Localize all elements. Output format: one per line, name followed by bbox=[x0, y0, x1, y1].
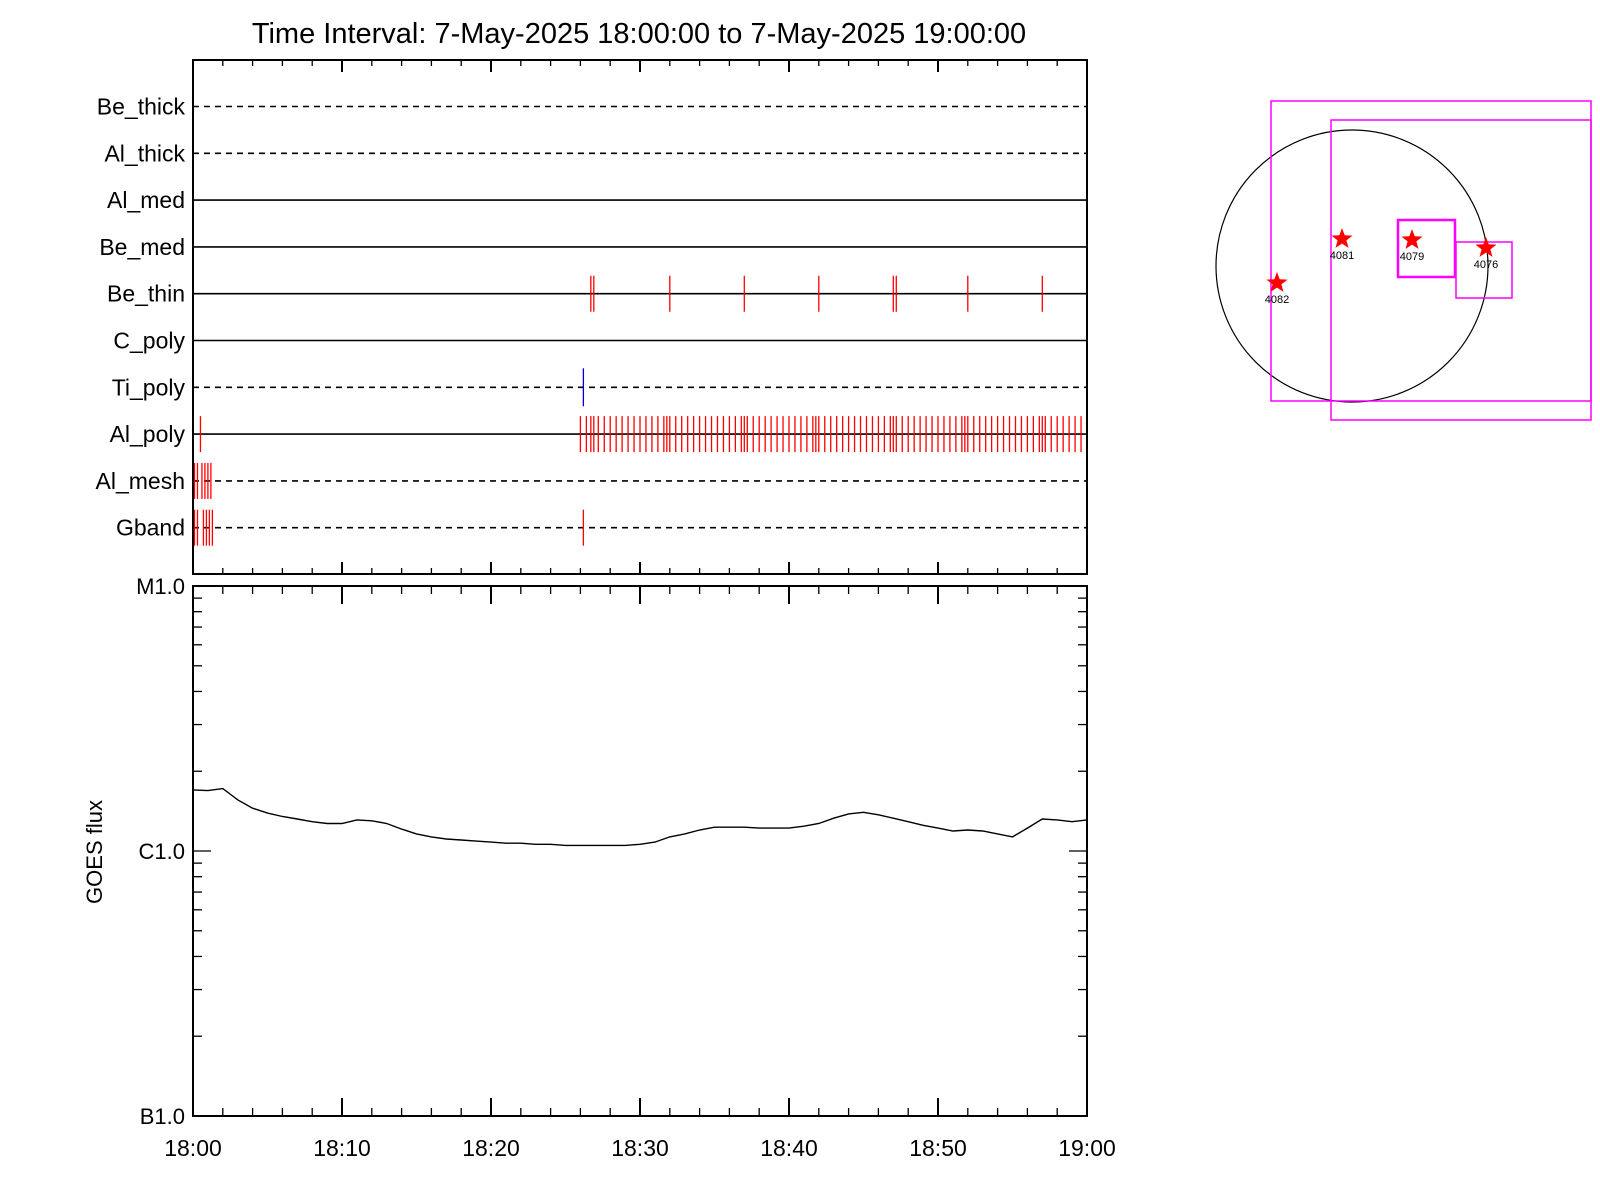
fov-box-4076 bbox=[1455, 241, 1513, 299]
active-region-label: 4079 bbox=[1400, 251, 1424, 263]
y-tick-label: C1.0 bbox=[139, 839, 185, 864]
raster-row-label: Al_thick bbox=[104, 140, 185, 166]
active-region-star bbox=[1266, 272, 1288, 292]
y-tick-label: B1.0 bbox=[140, 1104, 185, 1129]
x-tick-label: 18:10 bbox=[313, 1135, 371, 1161]
raster-row-label: Al_poly bbox=[110, 421, 186, 447]
fov-box-4079 bbox=[1396, 218, 1457, 279]
raster-row-label: Be_thick bbox=[97, 94, 186, 120]
x-tick-label: 18:40 bbox=[760, 1135, 818, 1161]
event-raster-panel: Be_thick Al_thick Al_med Be_med Be_thin C_pol… bbox=[96, 59, 1088, 575]
active-region-label: 4081 bbox=[1330, 250, 1354, 262]
fov-box-large-1 bbox=[1270, 100, 1592, 402]
raster-row-label: Gband bbox=[116, 515, 185, 541]
x-tick-label: 18:30 bbox=[611, 1135, 669, 1161]
raster-frame bbox=[192, 59, 1088, 575]
active-region-label: 4082 bbox=[1265, 294, 1289, 306]
raster-row-label: Al_med bbox=[107, 187, 185, 213]
raster-row-label: Be_thin bbox=[107, 281, 185, 307]
x-tick-label: 18:20 bbox=[462, 1135, 520, 1161]
raster-row-label: Be_med bbox=[99, 234, 185, 260]
solar-disk-map: 4082 4081 4079 4076 bbox=[1215, 100, 1592, 421]
active-region-star bbox=[1331, 228, 1353, 248]
solar-disk bbox=[1215, 129, 1489, 403]
active-region-label: 4076 bbox=[1474, 259, 1498, 271]
x-tick-label: 18:00 bbox=[164, 1135, 222, 1161]
raster-row-label: Ti_poly bbox=[112, 374, 186, 400]
active-region-points: 4082 4081 4079 4076 bbox=[1265, 228, 1498, 306]
x-tick-label: 19:00 bbox=[1058, 1135, 1116, 1161]
raster-ticks bbox=[192, 60, 1088, 574]
raster-rows: Be_thick Al_thick Al_med Be_med Be_thin C_pol… bbox=[96, 94, 1087, 541]
goes-frame bbox=[192, 585, 1088, 1117]
active-region-star bbox=[1401, 229, 1423, 249]
raster-row-label: C_poly bbox=[113, 328, 185, 354]
raster-row-label: Al_mesh bbox=[96, 468, 185, 494]
y-tick-label: M1.0 bbox=[136, 574, 185, 599]
goes-flux-panel: 18:00 18:10 18:20 18:30 18:40 18:50 19:00 B1.0 C… bbox=[82, 574, 1116, 1161]
x-tick-label: 18:50 bbox=[909, 1135, 967, 1161]
goes-ticks: 18:00 18:10 18:20 18:30 18:40 18:50 19:00 B1.0 C… bbox=[136, 574, 1116, 1161]
goes-ylabel: GOES flux bbox=[82, 800, 107, 904]
chart-title: Time Interval: 7-May-2025 18:00:00 to 7-… bbox=[252, 18, 1026, 50]
active-region-star bbox=[1475, 237, 1497, 257]
raster-events bbox=[193, 275, 1082, 546]
goes-flux-line bbox=[192, 787, 1088, 847]
fov-box-large-2 bbox=[1330, 119, 1592, 421]
